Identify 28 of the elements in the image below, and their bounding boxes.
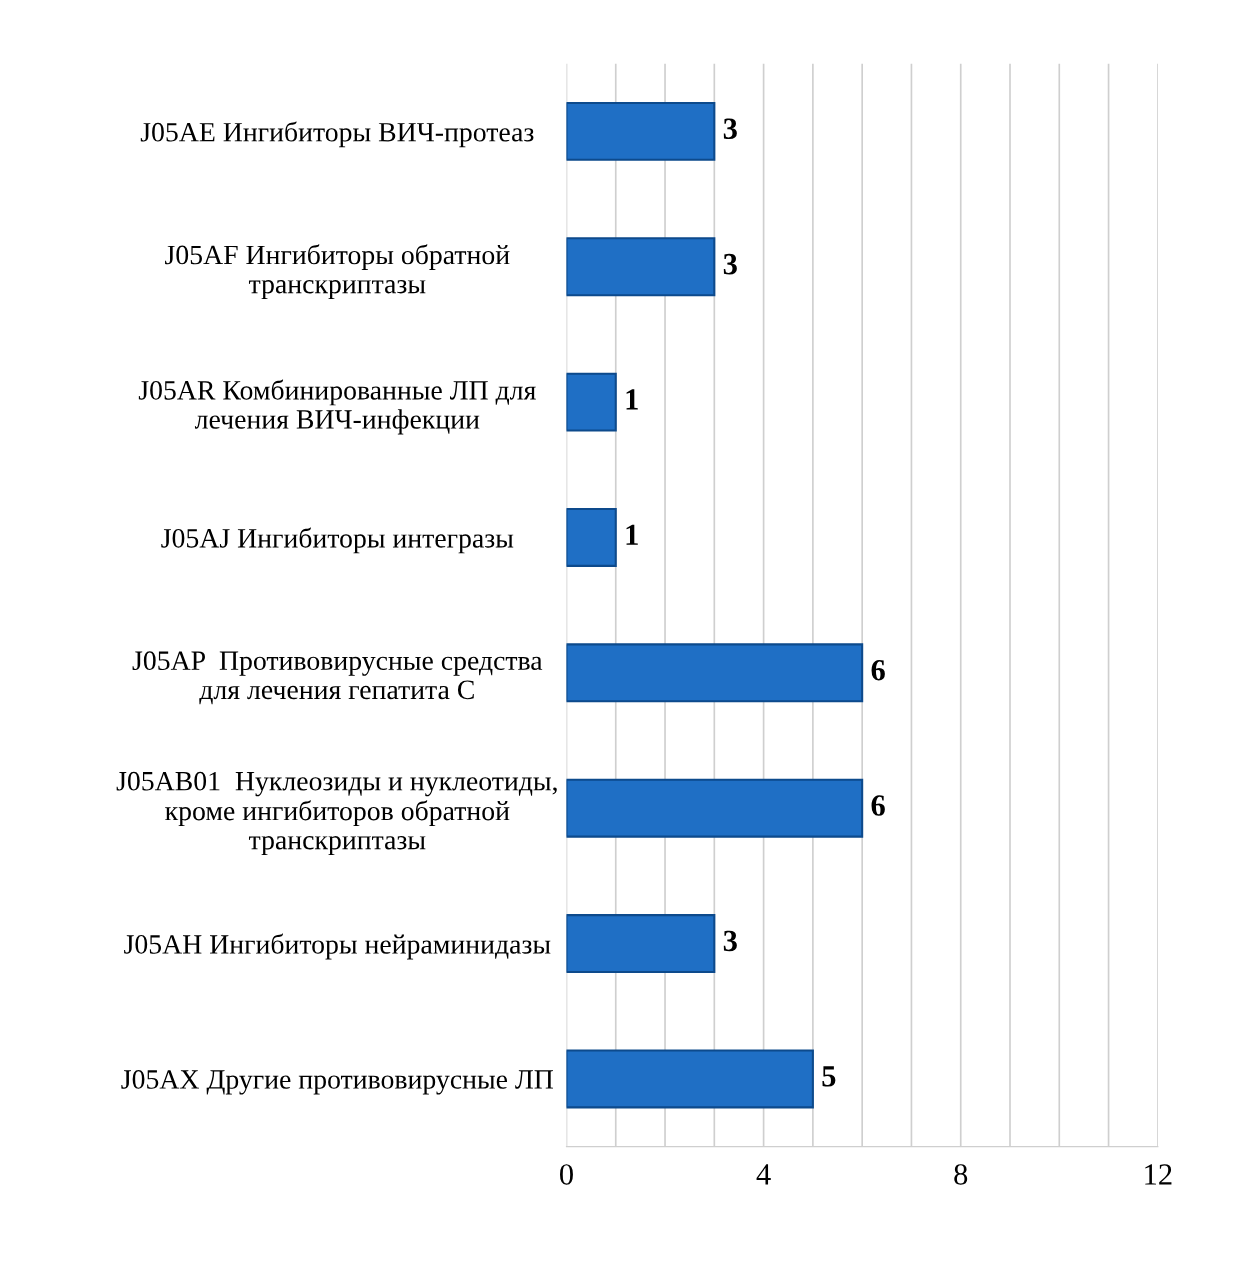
data-label: 3 xyxy=(723,253,737,275)
y-tick-label: J05AB01 Нуклеозиды и нуклеотиды, кроме ингибиторов обратной транскриптазы xyxy=(116,771,557,856)
y-tick-label: J05AH Ингибиторы нейраминидазы xyxy=(124,933,551,960)
data-label: 3 xyxy=(723,118,737,140)
x-tick-label: 0 xyxy=(560,1164,573,1185)
bar xyxy=(566,914,716,974)
data-label: 6 xyxy=(871,795,885,816)
y-tick-label: J05AF Ингибиторы обратной транскриптазы xyxy=(165,244,510,300)
bar xyxy=(566,101,716,161)
bar xyxy=(566,237,716,297)
x-tick-label: 4 xyxy=(756,1164,771,1185)
x-tick-label: 8 xyxy=(954,1164,968,1185)
x-tick-label: 12 xyxy=(1145,1164,1172,1185)
bar xyxy=(566,643,864,703)
bar xyxy=(566,372,617,432)
bar xyxy=(566,778,864,838)
y-tick-label: J05AJ Ингибиторы интегразы xyxy=(161,527,514,554)
data-label: 3 xyxy=(723,930,737,952)
bar xyxy=(566,1049,814,1109)
y-tick-label: J05AP Противовирусные средства для лечения гепатита С xyxy=(132,651,543,705)
data-label: 1 xyxy=(626,524,638,545)
y-tick-label: J05AX Другие противовирусные ЛП xyxy=(121,1070,553,1095)
data-label: 5 xyxy=(822,1066,836,1087)
data-label: 1 xyxy=(626,389,638,410)
y-tick-label: J05AE Ингибиторы ВИЧ-протеаз xyxy=(140,121,534,148)
bar xyxy=(566,508,617,567)
data-label: 6 xyxy=(871,659,885,681)
y-tick-label: J05AR Комбинированные ЛП для лечения ВИЧ-инфекции xyxy=(138,379,536,435)
